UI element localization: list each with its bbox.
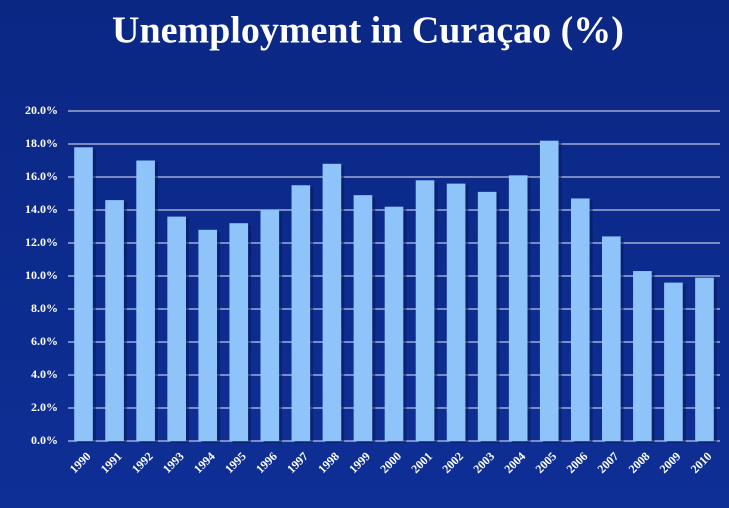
bar: [695, 277, 714, 441]
y-tick-label: 16.0%: [25, 169, 58, 183]
chart-title: Unemployment in Curaçao (%): [112, 10, 624, 52]
bar: [602, 236, 621, 441]
bar: [74, 147, 93, 442]
y-tick-label: 6.0%: [31, 334, 58, 348]
bar: [508, 175, 528, 441]
bar: [539, 140, 559, 441]
bar: [105, 200, 124, 441]
y-tick-label: 20.0%: [25, 103, 58, 117]
bar: [664, 282, 683, 441]
bar: [260, 210, 280, 441]
bar: [136, 160, 155, 441]
bar: [477, 191, 497, 441]
bar: [291, 185, 311, 441]
y-tick-label: 10.0%: [25, 268, 58, 282]
y-tick-label: 8.0%: [31, 301, 58, 315]
y-tick-label: 12.0%: [25, 235, 58, 249]
bar: [353, 195, 373, 441]
bar: [570, 198, 590, 441]
y-tick-label: 18.0%: [25, 136, 58, 150]
bar: [198, 229, 218, 441]
bar: [415, 180, 435, 442]
bar: [384, 206, 404, 441]
bar: [167, 216, 186, 441]
y-tick-label: 4.0%: [31, 367, 58, 381]
bar: [229, 223, 249, 441]
y-tick-label: 14.0%: [25, 202, 58, 216]
bar: [633, 271, 652, 441]
y-tick-label: 2.0%: [31, 400, 58, 414]
bar: [446, 183, 466, 441]
y-tick-label: 0.0%: [31, 433, 58, 447]
bar: [322, 163, 342, 442]
